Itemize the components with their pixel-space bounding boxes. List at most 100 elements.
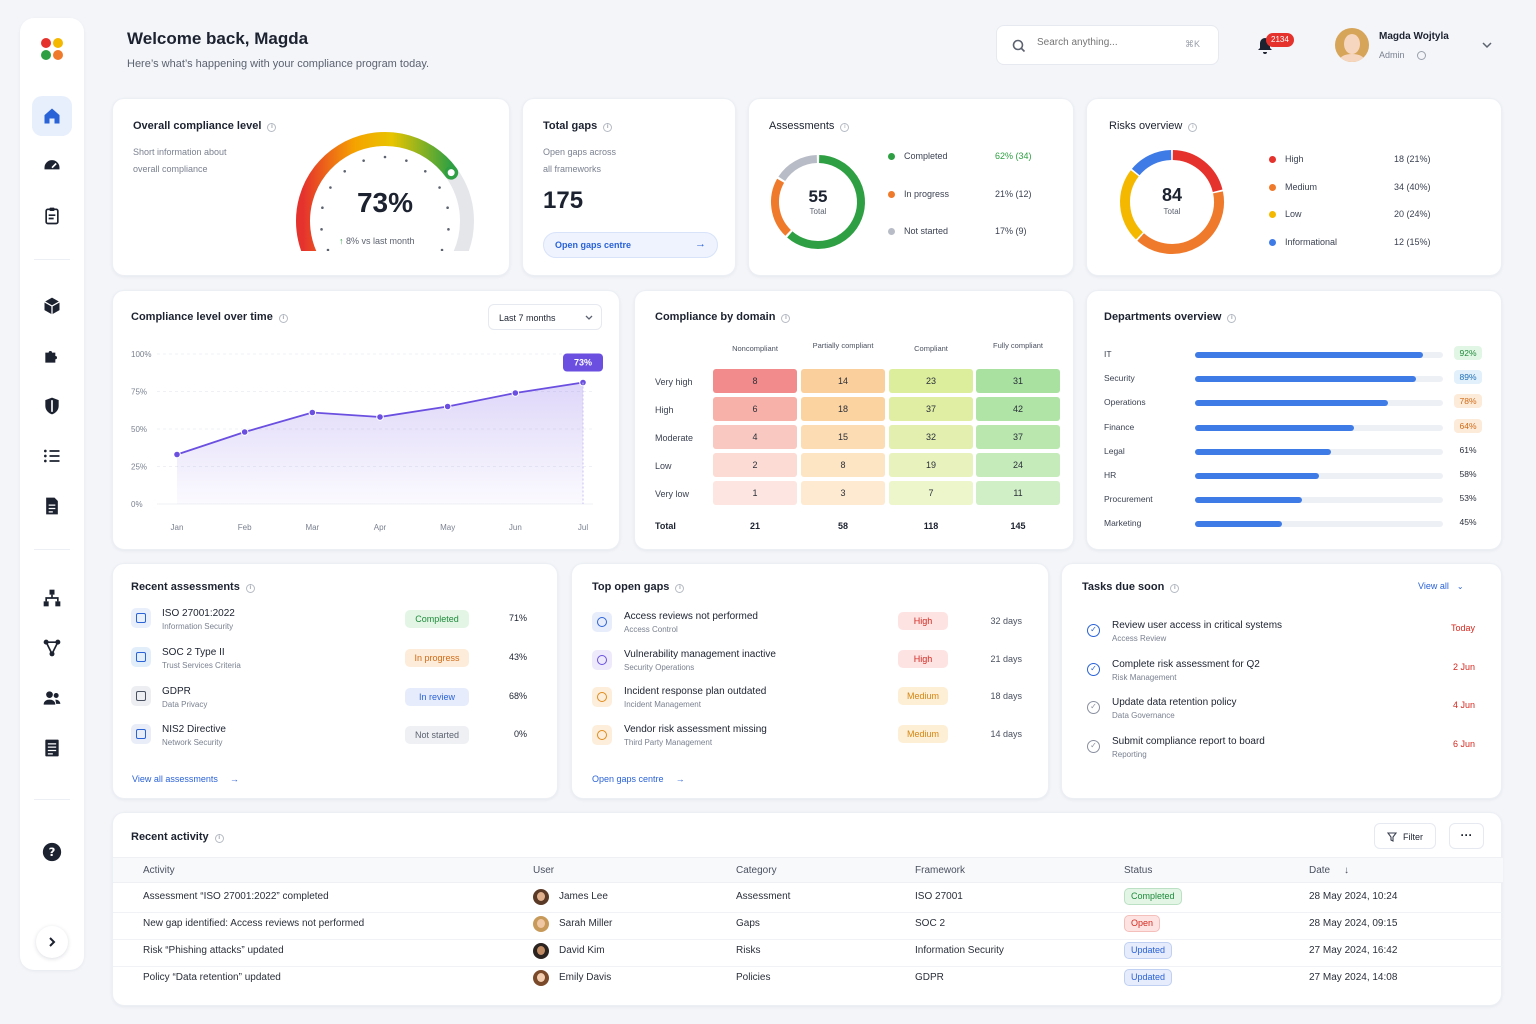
- donut-slice[interactable]: [1131, 150, 1172, 176]
- gauge-tick: [447, 228, 450, 231]
- gap-name[interactable]: Access reviews not performed: [624, 611, 758, 622]
- donut-slice[interactable]: [778, 155, 818, 182]
- assessment-name[interactable]: SOC 2 Type II: [162, 646, 225, 658]
- data-point[interactable]: [240, 428, 249, 436]
- puzzle-icon[interactable]: [32, 336, 72, 376]
- heatmap-cell[interactable]: 14: [801, 369, 885, 393]
- data-point[interactable]: [173, 450, 181, 459]
- task-name[interactable]: Review user access in critical systems: [1112, 620, 1283, 631]
- view-all-assessments-link[interactable]: View all assessments →: [132, 774, 239, 784]
- assessment-name[interactable]: GDPR: [162, 685, 191, 697]
- task-name[interactable]: Complete risk assessment for Q2: [1112, 658, 1260, 670]
- heatmap-cell[interactable]: 31: [976, 369, 1060, 393]
- check-icon[interactable]: ✓: [1087, 624, 1100, 637]
- heatmap-cell[interactable]: 8: [801, 453, 885, 477]
- heatmap-cell[interactable]: 11: [976, 481, 1060, 505]
- donut-slice[interactable]: [1172, 150, 1223, 193]
- data-point[interactable]: [308, 408, 317, 417]
- chevron-right-icon: [49, 937, 56, 947]
- info-icon[interactable]: i: [245, 584, 255, 593]
- info-icon[interactable]: i: [603, 123, 613, 132]
- document-icon[interactable]: [32, 486, 72, 526]
- heatmap-cell[interactable]: 7: [889, 481, 973, 505]
- view-all-tasks-button[interactable]: View all ⌄: [1418, 581, 1464, 591]
- heatmap-cell[interactable]: 23: [889, 369, 973, 393]
- table-row[interactable]: [113, 966, 1503, 993]
- info-icon[interactable]: i: [1227, 314, 1237, 323]
- cube-icon[interactable]: [32, 286, 72, 326]
- open-gaps-centre-button[interactable]: Open gaps centre →: [543, 232, 718, 258]
- assessment-framework: Data Privacy: [162, 699, 208, 709]
- open-gaps-centre-link[interactable]: Open gaps centre →: [592, 774, 685, 784]
- avatar-face: [537, 892, 545, 901]
- task-name[interactable]: Update data retention policy: [1112, 697, 1237, 708]
- search-input[interactable]: [1037, 37, 1167, 48]
- heatmap-cell[interactable]: 37: [976, 425, 1060, 449]
- heatmap-cell[interactable]: 2: [713, 453, 797, 477]
- heatmap-cell[interactable]: 1: [713, 481, 797, 505]
- assessment-framework: Network Security: [162, 738, 223, 748]
- gap-name[interactable]: Vulnerability management inactive: [624, 648, 776, 660]
- heatmap-cell[interactable]: 3: [801, 481, 885, 505]
- logo[interactable]: [41, 38, 63, 60]
- donut-slice[interactable]: [1120, 170, 1144, 240]
- info-icon[interactable]: i: [214, 834, 224, 843]
- table-row[interactable]: [113, 939, 1503, 966]
- report-icon[interactable]: [32, 728, 72, 768]
- column-header[interactable]: Date: [1309, 865, 1331, 876]
- info-icon[interactable]: i: [267, 123, 277, 132]
- heatmap-cell[interactable]: 6: [713, 397, 797, 421]
- donut-slice[interactable]: [787, 155, 865, 249]
- home-icon[interactable]: [32, 96, 72, 136]
- search-bar[interactable]: ⌘K: [996, 25, 1219, 65]
- info-icon[interactable]: i: [781, 314, 791, 323]
- network-icon[interactable]: [32, 628, 72, 668]
- heatmap-cell[interactable]: 18: [801, 397, 885, 421]
- info-icon[interactable]: i: [840, 123, 850, 132]
- hierarchy-icon[interactable]: [32, 578, 72, 618]
- gap-category: Third Party Management: [624, 737, 713, 747]
- users-icon[interactable]: [32, 678, 72, 718]
- info-icon[interactable]: i: [675, 584, 685, 593]
- info-icon[interactable]: i: [278, 314, 288, 323]
- clipboard-icon[interactable]: [32, 196, 72, 236]
- gap-name[interactable]: Vendor risk assessment missing: [624, 723, 767, 735]
- help-icon[interactable]: ?: [32, 832, 72, 872]
- check-icon[interactable]: ✓: [1087, 701, 1100, 714]
- shield-icon[interactable]: [32, 386, 72, 426]
- check-icon[interactable]: ✓: [1087, 739, 1100, 753]
- data-point[interactable]: [376, 413, 384, 421]
- gauge-icon[interactable]: [32, 146, 72, 186]
- assessment-framework: Trust Services Criteria: [162, 660, 241, 670]
- range-select[interactable]: Last 7 months: [488, 304, 602, 330]
- heatmap-cell[interactable]: 15: [801, 425, 885, 449]
- check-icon[interactable]: ✓: [1087, 662, 1100, 676]
- donut-slice[interactable]: [771, 178, 792, 236]
- arrow-down-icon[interactable]: ↓: [1344, 865, 1349, 876]
- heatmap-cell[interactable]: 8: [713, 369, 797, 393]
- card-title: Compliance level over time: [131, 311, 273, 323]
- chevron-down-icon[interactable]: [1482, 41, 1492, 49]
- heatmap-cell[interactable]: 4: [713, 425, 797, 449]
- heatmap-cell[interactable]: 37: [889, 397, 973, 421]
- filter-button[interactable]: Filter: [1374, 823, 1436, 849]
- more-options-button[interactable]: ···: [1449, 823, 1484, 849]
- heatmap-cell[interactable]: 24: [976, 453, 1060, 477]
- notifications-button[interactable]: 2134: [1254, 33, 1304, 57]
- data-point[interactable]: [511, 389, 520, 397]
- heatmap-cell[interactable]: 32: [889, 425, 973, 449]
- assessment-name[interactable]: NIS2 Directive: [162, 724, 226, 736]
- data-point[interactable]: [443, 402, 452, 411]
- info-icon[interactable]: i: [1188, 123, 1198, 132]
- avatar[interactable]: [1335, 28, 1369, 62]
- list-icon[interactable]: [32, 436, 72, 476]
- gap-category: Incident Management: [624, 700, 701, 709]
- expand-sidebar-button[interactable]: [36, 926, 68, 958]
- assessment-name[interactable]: ISO 27001:2022: [162, 608, 235, 619]
- task-name[interactable]: Submit compliance report to board: [1112, 735, 1265, 747]
- heatmap-cell[interactable]: 42: [976, 397, 1060, 421]
- info-icon[interactable]: i: [1170, 584, 1180, 593]
- heatmap-cell[interactable]: 19: [889, 453, 973, 477]
- gap-name[interactable]: Incident response plan outdated: [624, 686, 767, 697]
- donut-slice[interactable]: [1137, 191, 1224, 254]
